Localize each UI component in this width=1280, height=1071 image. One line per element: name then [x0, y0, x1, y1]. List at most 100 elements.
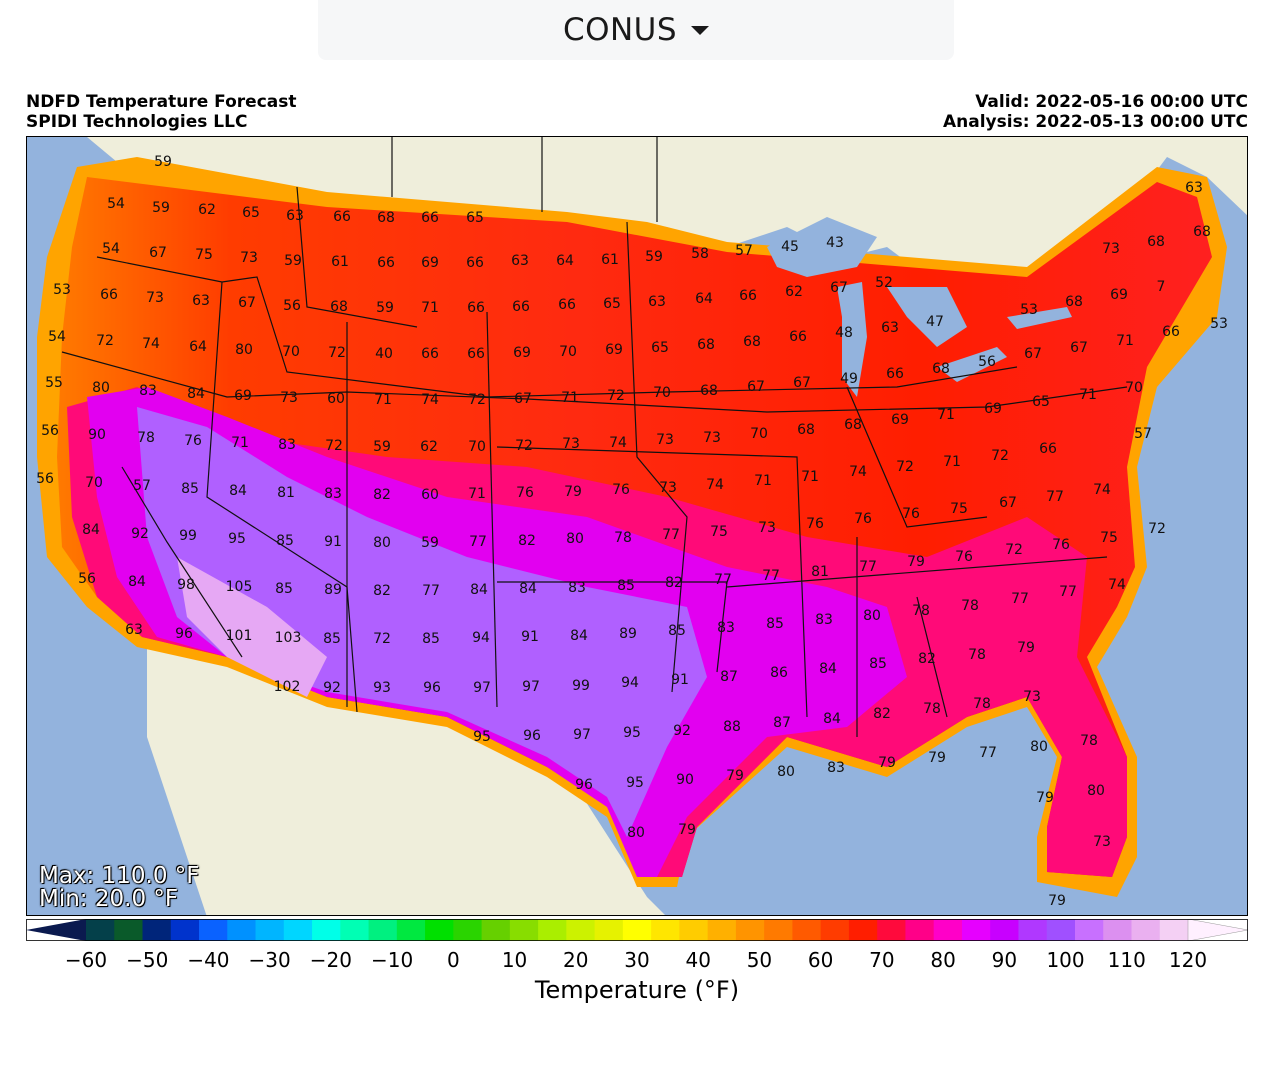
temperature-value: 74 [1093, 482, 1111, 498]
temperature-value: 78 [968, 647, 986, 663]
temperature-value: 68 [1147, 234, 1165, 250]
map-subtitle: SPIDI Technologies LLC [26, 112, 248, 132]
temperature-value: 92 [131, 526, 149, 542]
colorbar-cell [368, 919, 398, 941]
temperature-value: 53 [1020, 302, 1038, 318]
temperature-value: 63 [648, 294, 666, 310]
temperature-value: 74 [421, 392, 439, 408]
colorbar-cell [1103, 919, 1132, 941]
temperature-value: 79 [928, 750, 946, 766]
temperature-value: 71 [943, 454, 961, 470]
region-selector-dropdown[interactable]: CONUS [318, 0, 954, 60]
temperature-value: 63 [1185, 180, 1203, 196]
colorbar-cell [396, 919, 426, 941]
temperature-value: 73 [1023, 689, 1041, 705]
temperature-value: 79 [907, 554, 925, 570]
region-selector-label: CONUS [562, 12, 678, 48]
temperature-value: 72 [896, 459, 914, 475]
temperature-value: 105 [226, 579, 253, 595]
temperature-value: 71 [561, 390, 579, 406]
temperature-value: 49 [840, 371, 858, 387]
temperature-value: 62 [785, 284, 803, 300]
temperature-value: 70 [1125, 380, 1143, 396]
temperature-value: 68 [743, 334, 761, 350]
temperature-value: 65 [651, 340, 669, 356]
temperature-value: 95 [228, 531, 246, 547]
colorbar-tick-label: −20 [309, 948, 352, 972]
temperature-value: 67 [238, 295, 256, 311]
temperature-value: 75 [950, 501, 968, 517]
temperature-value: 69 [421, 255, 439, 271]
colorbar-tick-label: 90 [991, 948, 1018, 972]
temperature-value: 85 [422, 631, 440, 647]
temperature-value: 72 [1148, 521, 1166, 537]
temperature-value: 67 [1070, 340, 1088, 356]
temperature-value: 65 [1032, 394, 1050, 410]
colorbar-tick-label: −10 [371, 948, 414, 972]
temperature-value: 76 [1052, 537, 1070, 553]
colorbar-cell [990, 919, 1019, 941]
temperature-value: 62 [198, 202, 216, 218]
temperature-value: 68 [797, 422, 815, 438]
colorbar-cell [820, 919, 850, 941]
temperature-value: 97 [573, 727, 591, 743]
temperature-value: 72 [1005, 542, 1023, 558]
temperature-value: 86 [770, 665, 788, 681]
map-title: NDFD Temperature Forecast [26, 92, 297, 112]
colorbar-cell [1046, 919, 1076, 941]
temperature-value: 56 [78, 571, 96, 587]
temperature-value: 80 [627, 825, 645, 841]
lake-erie [937, 347, 1007, 382]
colorbar-cell [142, 919, 172, 941]
temperature-value: 98 [177, 577, 195, 593]
temperature-value: 72 [325, 438, 343, 454]
temperature-value: 81 [811, 564, 829, 580]
temperature-value: 83 [827, 760, 845, 776]
analysis-time: Analysis: 2022-05-13 00:00 UTC [943, 112, 1248, 132]
temperature-value: 84 [82, 522, 100, 538]
lake-michigan [837, 282, 867, 397]
temperature-value: 76 [612, 482, 630, 498]
temperature-value: 82 [665, 575, 683, 591]
temperature-value: 79 [678, 822, 696, 838]
temperature-value: 68 [377, 210, 395, 226]
colorbar-tick-label: 50 [746, 948, 773, 972]
temperature-value: 72 [373, 631, 391, 647]
temperature-value: 80 [1087, 783, 1105, 799]
max-min-readout: Max: 110.0 °F Min: 20.0 °F [39, 865, 200, 911]
lake-huron [887, 287, 967, 347]
temperature-value: 71 [374, 392, 392, 408]
temperature-value: 77 [714, 572, 732, 588]
max-value: Max: 110.0 °F [39, 863, 200, 889]
temperature-value: 69 [891, 412, 909, 428]
temperature-value: 73 [280, 390, 298, 406]
temperature-value: 75 [710, 524, 728, 540]
temperature-value: 101 [226, 628, 253, 644]
temperature-value: 99 [572, 678, 590, 694]
temperature-value: 77 [422, 583, 440, 599]
colorbar-cell [622, 919, 652, 941]
temperature-value: 77 [662, 527, 680, 543]
temperature-value: 77 [979, 745, 997, 761]
temperature-value: 66 [886, 366, 904, 382]
temperature-value: 65 [242, 205, 260, 221]
colorbar-cell [453, 919, 483, 941]
colorbar-ticks: −60 −50 −40 −30 −20 −10 0 10 20 30 40 50 60 70 80 90 100… [0, 948, 1280, 978]
temperature-value: 75 [1100, 530, 1118, 546]
temperature-value: 69 [605, 342, 623, 358]
temperature-value: 54 [107, 196, 125, 212]
temperature-value: 63 [125, 622, 143, 638]
temperature-value: 79 [1048, 893, 1066, 909]
temperature-value: 57 [1134, 426, 1152, 442]
temperature-value: 72 [607, 388, 625, 404]
colorbar-cell [1131, 919, 1161, 941]
temperature-value: 97 [522, 679, 540, 695]
colorbar-tick-label: 20 [563, 948, 589, 972]
temperature-value: 68 [330, 299, 348, 315]
colorbar-cell [566, 919, 596, 941]
temperature-value: 63 [511, 253, 529, 269]
temperature-value: 78 [614, 530, 632, 546]
temperature-value: 76 [902, 506, 920, 522]
temperature-value: 75 [195, 247, 213, 263]
colorbar-tick-label: 110 [1107, 948, 1146, 972]
